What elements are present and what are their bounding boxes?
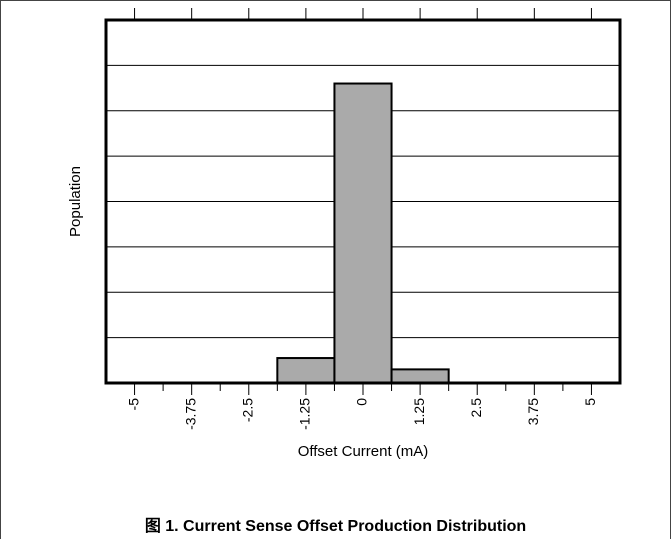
x-axis-label: Offset Current (mA) <box>298 443 429 460</box>
x-tick-label-8: 3.75 <box>525 398 541 425</box>
histogram-bar-3 <box>390 368 450 385</box>
x-tick-label-3: -2.5 <box>239 398 255 422</box>
x-tick-label-2: -3.75 <box>182 398 198 430</box>
y-axis-label: Population <box>67 166 84 237</box>
x-tick-label-1: -5 <box>125 398 141 411</box>
histogram-bar-1 <box>276 357 336 385</box>
x-tick-label-9: 5 <box>582 398 598 406</box>
x-axis-tick-labels: -5 -3.75 -2.5 -1.25 0 1.25 2.5 3.75 5 <box>125 398 598 430</box>
x-tick-label-4: -1.25 <box>297 398 313 430</box>
x-tick-label-6: 1.25 <box>411 398 427 425</box>
histogram-chart: -5 -3.75 -2.5 -1.25 0 1.25 2.5 3.75 5 Offset Cur… <box>67 8 622 460</box>
x-axis-ticks <box>134 8 592 395</box>
histogram-bars <box>276 82 450 385</box>
x-tick-label-7: 2.5 <box>468 398 484 418</box>
histogram-bar-2 <box>333 82 393 385</box>
x-tick-label-5: 0 <box>354 398 370 406</box>
figure-caption: 图 1. Current Sense Offset Production Dis… <box>144 518 527 535</box>
